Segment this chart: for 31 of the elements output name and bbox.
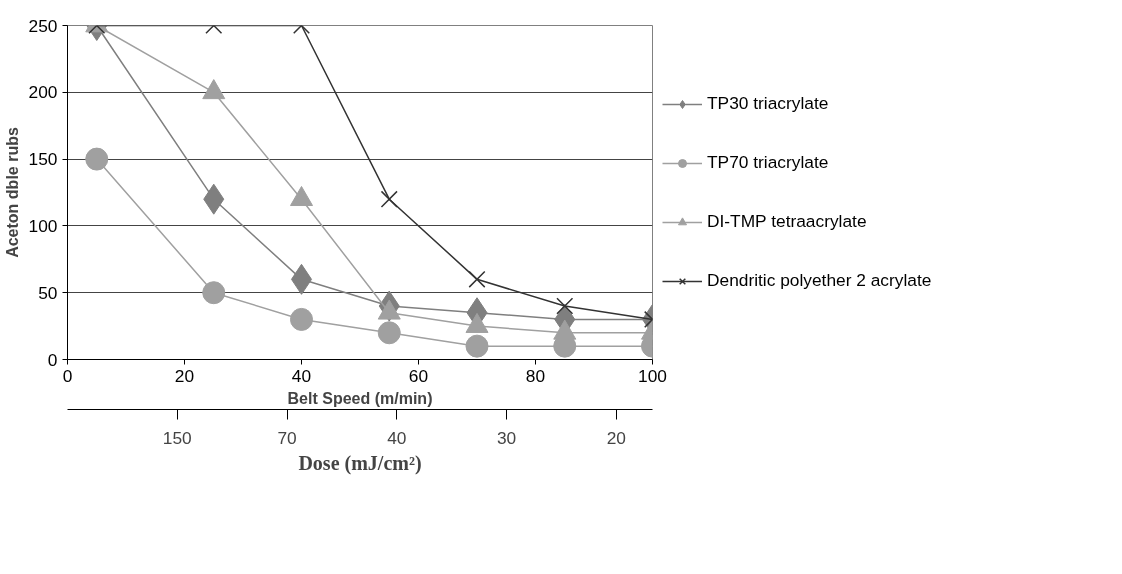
y-tick-label: 200 — [28, 82, 58, 103]
x-tick-label: 20 — [174, 365, 195, 386]
point — [380, 190, 398, 208]
x-tick-label: 0 — [62, 365, 73, 386]
legend-label: Dendritic polyether 2 acrylate — [707, 270, 932, 291]
legend-label: TP30 triacrylate — [707, 93, 829, 114]
point — [468, 270, 486, 288]
point — [202, 281, 226, 305]
legend-label: DI-TMP tetraacrylate — [707, 211, 867, 232]
y-tick-label: 50 — [38, 282, 58, 303]
y-tick-label: 0 — [47, 349, 58, 370]
text: 150 — [162, 427, 192, 448]
y-axis-title: Aceton dble rubs — [3, 127, 21, 258]
point — [377, 321, 401, 345]
y-tick-label: 250 — [28, 15, 58, 36]
x-axis-title: Belt Speed (m/min) — [287, 389, 433, 407]
x2-axis-title: Dose (mJ/cm²) — [298, 451, 422, 475]
x-tick-label: 80 — [525, 365, 546, 386]
x-tick-label: 60 — [408, 365, 429, 386]
x-tick-label: 40 — [291, 365, 312, 386]
y-tick-label: 100 — [28, 215, 58, 236]
point — [556, 297, 574, 315]
text: 40 — [387, 427, 407, 448]
legend-label: TP70 triacrylate — [707, 152, 829, 173]
y-tick-label: 150 — [28, 149, 58, 170]
point — [465, 334, 489, 358]
text: 30 — [496, 427, 517, 448]
x-tick-label: 100 — [638, 365, 667, 386]
text: 70 — [277, 427, 297, 448]
text: 20 — [606, 427, 626, 448]
point — [290, 307, 313, 331]
